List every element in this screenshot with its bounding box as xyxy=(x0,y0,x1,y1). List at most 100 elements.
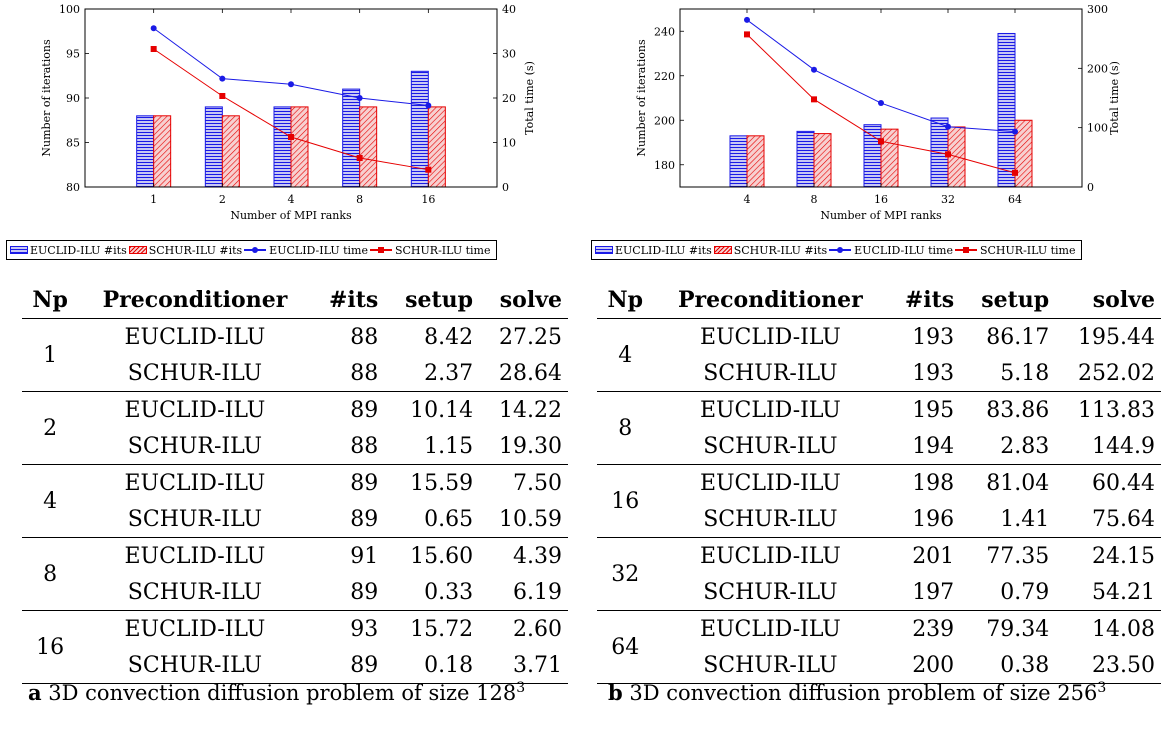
np-cell: 16 xyxy=(597,464,654,538)
setup-cell: 1.41 xyxy=(960,501,1056,538)
legend-item: SCHUR-ILU time xyxy=(954,243,1076,257)
x-tick-label: 16 xyxy=(421,193,435,206)
solve-cell: 14.08 xyxy=(1092,616,1155,642)
chart-b: 4 8 16 32 64 180 200 220 240 0 100 200 300 Number of … xyxy=(635,3,1121,222)
setup-cell: 2.37 xyxy=(384,355,480,392)
table-row: SCHUR-ILU 89 0.65 10.59 xyxy=(22,501,568,538)
y-tick-label: 90 xyxy=(66,92,80,105)
legend-label: SCHUR-ILU #its xyxy=(733,243,828,257)
preconditioner-cell: SCHUR-ILU xyxy=(78,574,312,611)
np-cell: 8 xyxy=(22,537,79,611)
x-tick-label: 2 xyxy=(219,193,226,206)
legend-label: EUCLID-ILU #its xyxy=(615,243,712,257)
table-row: 8 EUCLID-ILU 195 83.86 113.83 xyxy=(597,391,1161,465)
legend-label: EUCLID-ILU time xyxy=(854,243,953,257)
setup-cell: 86.17 xyxy=(986,324,1050,350)
table-row: SCHUR-ILU 88 1.15 19.30 xyxy=(22,428,568,465)
setup-cell: 0.33 xyxy=(384,574,480,611)
preconditioner-cell: EUCLID-ILU xyxy=(124,324,266,350)
x-tick-label: 32 xyxy=(941,193,955,206)
euclid-time-point xyxy=(1012,128,1018,135)
y-axis-label: Number of iterations xyxy=(635,39,648,157)
its-cell: 200 xyxy=(887,647,961,684)
schur-its-bar xyxy=(290,106,309,188)
its-cell: 193 xyxy=(887,355,961,392)
solve-cell: 28.64 xyxy=(479,355,568,392)
np-cell: 8 xyxy=(597,391,654,465)
euclid-time-point xyxy=(219,75,226,82)
x-tick-label: 8 xyxy=(356,193,363,206)
solve-cell: 6.19 xyxy=(479,574,568,611)
schur-time-point xyxy=(288,133,294,140)
its-cell: 201 xyxy=(912,543,955,569)
column-header: Np xyxy=(597,282,654,319)
preconditioner-cell: SCHUR-ILU xyxy=(78,355,312,392)
preconditioner-cell: SCHUR-ILU xyxy=(653,355,888,392)
column-header: Np xyxy=(22,282,79,319)
solve-cell: 24.15 xyxy=(1092,543,1155,569)
solve-cell: 10.59 xyxy=(479,501,568,538)
y-tick-label: 240 xyxy=(654,25,675,38)
legend-item: SCHUR-ILU #its xyxy=(713,243,828,257)
legend-label: SCHUR-ILU time xyxy=(979,243,1076,257)
solve-cell: 75.64 xyxy=(1055,501,1161,538)
euclid-time-point xyxy=(288,81,294,88)
table-row: SCHUR-ILU 193 5.18 252.02 xyxy=(597,355,1161,392)
euclid-its-bar xyxy=(204,106,223,188)
table-row: 16 EUCLID-ILU 93 15.72 2.60 xyxy=(22,610,568,684)
x-tick-label: 64 xyxy=(1008,193,1022,206)
legend-item: EUCLID-ILU #its xyxy=(595,244,712,257)
y2-tick-label: 0 xyxy=(1087,181,1094,194)
preconditioner-cell: EUCLID-ILU xyxy=(699,397,841,423)
y2-tick-label: 30 xyxy=(502,48,516,61)
y2-tick-label: 0 xyxy=(502,181,509,194)
y-tick-label: 200 xyxy=(654,114,675,127)
y2-tick-label: 300 xyxy=(1087,3,1108,16)
euclid-its-bar xyxy=(729,135,748,188)
np-cell: 32 xyxy=(597,537,654,611)
solve-cell: 14.22 xyxy=(499,397,562,423)
preconditioner-cell: EUCLID-ILU xyxy=(699,470,841,496)
schur-its-bar xyxy=(359,106,378,188)
its-cell: 193 xyxy=(912,324,955,350)
square-line-icon xyxy=(954,245,977,255)
y2-axis-label: Total time (s) xyxy=(1108,61,1121,135)
caption-label: b xyxy=(608,680,623,705)
x-tick-label: 16 xyxy=(874,193,888,206)
y2-tick-label: 100 xyxy=(1087,122,1108,135)
hatched-swatch-icon xyxy=(713,246,732,254)
schur-its-bar xyxy=(153,115,172,188)
table-header-row: Np Preconditioner #its setup solve xyxy=(22,282,568,319)
schur-its-bar xyxy=(813,133,832,188)
legend-item: EUCLID-ILU #its xyxy=(10,244,127,257)
column-header: solve xyxy=(1055,282,1161,319)
setup-cell: 81.04 xyxy=(986,470,1050,496)
table-row: 2 EUCLID-ILU 89 10.14 14.22 xyxy=(22,391,568,465)
setup-cell: 77.35 xyxy=(986,543,1050,569)
preconditioner-cell: EUCLID-ILU xyxy=(124,616,266,642)
caption-label: a xyxy=(28,680,42,705)
schur-its-bar xyxy=(880,128,899,188)
setup-cell: 0.65 xyxy=(384,501,480,538)
schur-time-point xyxy=(744,31,750,38)
its-cell: 93 xyxy=(350,616,379,642)
its-cell: 89 xyxy=(311,574,385,611)
legend-item: EUCLID-ILU time xyxy=(829,244,953,257)
legend-item: SCHUR-ILU #its xyxy=(128,244,242,257)
schur-its-bar xyxy=(221,115,240,188)
its-cell: 194 xyxy=(887,428,961,465)
preconditioner-cell: EUCLID-ILU xyxy=(124,470,266,496)
table-row: SCHUR-ILU 197 0.79 54.21 xyxy=(597,574,1161,611)
table-row: 32 EUCLID-ILU 201 77.35 24.15 xyxy=(597,537,1161,611)
euclid-time-point xyxy=(878,100,884,107)
y2-tick-label: 200 xyxy=(1087,62,1108,75)
euclid-time-line xyxy=(746,19,1016,133)
schur-time-point xyxy=(878,138,884,145)
schur-time-point xyxy=(425,166,432,173)
np-cell: 16 xyxy=(22,610,79,684)
preconditioner-cell: SCHUR-ILU xyxy=(653,428,888,465)
y-tick-label: 220 xyxy=(654,70,675,83)
legend-label: EUCLID-ILU #its xyxy=(30,243,127,257)
circle-line-icon xyxy=(829,245,852,255)
x-tick-label: 4 xyxy=(744,193,751,206)
